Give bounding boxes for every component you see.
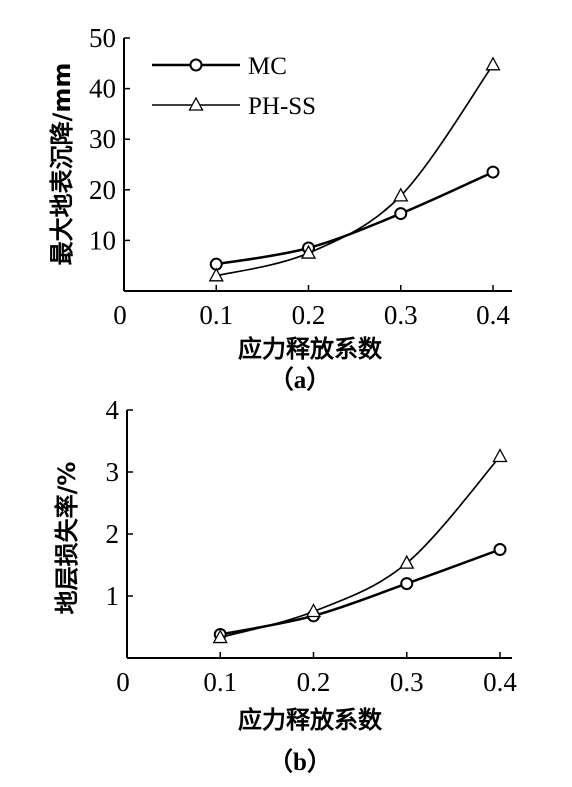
y-ticks-b: 1 2 3 4 [106,395,133,611]
caption-b: （b） [268,747,332,776]
data-point-mc [486,165,500,179]
y-tick-label: 40 [89,74,116,104]
y-tick-label: 20 [89,175,116,205]
legend-phss-label: PH-SS [248,93,316,120]
legend-phss-marker [188,96,204,111]
y-axis-label-b: 地层损失率/% [53,462,81,615]
y-tick-label: 3 [106,457,120,487]
data-point-ph-ss [492,448,508,463]
x-tick-label: 0.3 [384,300,418,330]
x-axis-label-a: 应力释放系数 [238,335,383,363]
data-point-mc [493,543,507,556]
x-tick-label: 0.3 [390,667,424,697]
x-tick-label: 0 [113,300,127,330]
data-point-ph-ss [300,244,317,259]
x-tick-label: 0.2 [297,667,331,697]
series-b [212,448,508,644]
series-line-ph-ss [220,455,501,639]
legend: MC PH-SS [152,53,316,120]
x-tick-label: 0.4 [483,667,517,697]
data-point-ph-ss [393,187,409,202]
y-tick-label: 4 [106,395,120,425]
y-axis-label-a: 最大地表沉降/mm [48,63,76,266]
x-tick-label: 0.1 [199,300,233,330]
chart-a: 10 20 30 40 50 0 0.1 0.2 0.3 0.4 MC PH-SS 应力释放系数… [48,23,512,394]
y-ticks-a: 10 20 30 40 50 [89,23,130,255]
data-point-ph-ss [485,56,501,71]
data-point-mc [394,207,408,221]
series-a [208,56,501,282]
data-point-ph-ss [208,267,224,282]
series-line-mc [216,170,494,266]
series-line-ph-ss [216,64,494,277]
caption-a: （a） [269,365,332,394]
y-tick-label: 2 [106,519,120,549]
data-point-mc [400,577,414,591]
chart-b: 1 2 3 4 0 0.1 0.2 0.3 0.4 应力释放系数 地层损失率/% （b） [53,395,517,776]
y-tick-label: 1 [106,581,120,611]
legend-mc-label: MC [248,53,287,80]
x-ticks-b: 0 0.1 0.2 0.3 0.4 [116,652,517,697]
y-tick-label: 50 [89,23,116,53]
x-tick-label: 0 [116,667,130,697]
y-tick-label: 10 [89,225,116,255]
x-tick-label: 0.2 [292,300,326,330]
x-ticks-a: 0 0.1 0.2 0.3 0.4 [113,285,510,330]
x-tick-label: 0.4 [476,300,510,330]
data-point-ph-ss [399,554,415,569]
x-tick-label: 0.1 [203,667,237,697]
data-point-ph-ss [305,603,322,618]
x-axis-label-b: 应力释放系数 [238,706,383,734]
data-point-ph-ss [212,629,228,644]
y-tick-label: 30 [89,124,116,154]
legend-mc-marker [189,58,203,72]
